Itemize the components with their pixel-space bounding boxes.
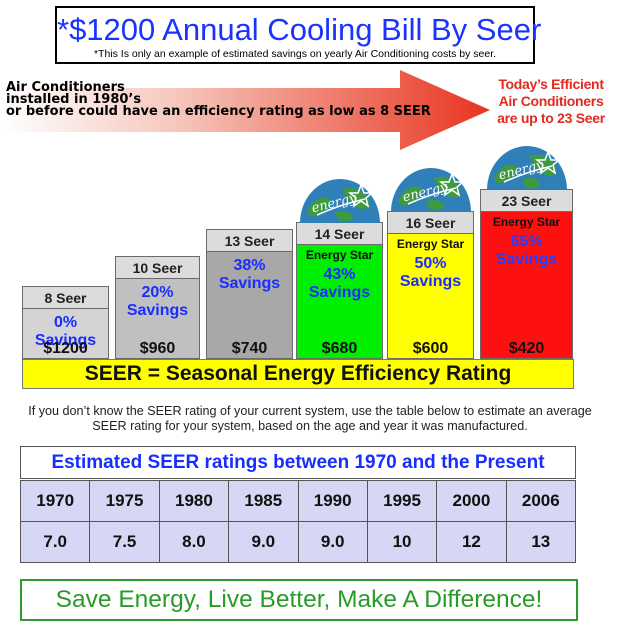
seer-rating-cell: 12 xyxy=(436,521,507,563)
modern-ac-note-line: are up to 23 Seer xyxy=(497,110,605,126)
savings-percent-label: 43% xyxy=(323,266,356,283)
year-cell: 1985 xyxy=(228,480,299,522)
savings-percent-label: 65% xyxy=(510,233,543,250)
year-cell: 2006 xyxy=(505,480,577,522)
modern-ac-note-line: Air Conditioners xyxy=(498,93,604,109)
efficiency-arrow xyxy=(0,70,490,150)
old-ac-note-line: Air Conditioners xyxy=(6,80,125,95)
savings-percent-label: 50% xyxy=(414,255,447,272)
bar-label: 16 Seer xyxy=(387,211,474,233)
seer-rating-cell: 7.0 xyxy=(19,521,91,563)
year-cell: 2000 xyxy=(436,480,507,522)
seer-rating-cell: 13 xyxy=(505,521,577,563)
year-cell: 1990 xyxy=(297,480,368,522)
old-ac-note-line: or before could have an efficiency ratin… xyxy=(6,104,431,119)
savings-word-label: Savings xyxy=(218,275,281,292)
seer-ratings-table: 1970 1975 1980 1985 1990 1995 2000 2006 7.0 7.5 8… xyxy=(19,480,577,563)
header-box: *$1200 Annual Cooling Bill By Seer *This… xyxy=(55,6,542,64)
savings-percent-label: 0% xyxy=(53,314,78,331)
year-cell: 1995 xyxy=(366,480,438,522)
cost-label: $960 xyxy=(139,340,176,357)
bar-label: 13 Seer xyxy=(206,229,293,251)
page-title: *$1200 Annual Cooling Bill By Seer xyxy=(57,12,542,47)
table-row-years: 1970 1975 1980 1985 1990 1995 2000 2006 xyxy=(19,480,577,522)
cost-label: $740 xyxy=(231,340,268,357)
year-cell: 1970 xyxy=(19,480,91,522)
instructions-text: If you don’t know the SEER rating of you… xyxy=(28,404,592,433)
savings-word-label: Savings xyxy=(126,302,189,319)
energy-star-label: Energy Star xyxy=(396,237,465,251)
seer-definition-banner: SEER = Seasonal Energy Efficiency Rating xyxy=(22,359,574,389)
savings-word-label: Savings xyxy=(34,332,97,349)
seer-rating-cell: 9.0 xyxy=(228,521,299,563)
savings-bar-chart: 8 Seer 0% Savings $1200 10 Seer 20% Savings $96… xyxy=(22,146,573,359)
bar: Energy Star 65% Savings $420 xyxy=(480,211,573,359)
savings-percent-label: 38% xyxy=(233,257,266,274)
energy-star-label: Energy Star xyxy=(305,248,374,262)
energy-star-globe-icon: energy xyxy=(486,146,567,190)
bar-label: 10 Seer xyxy=(115,256,200,278)
footer-slogan: Save Energy, Live Better, Make A Differe… xyxy=(20,579,578,621)
bar: Energy Star 50% Savings $600 xyxy=(387,233,474,359)
energy-star-label: Energy Star xyxy=(492,215,561,229)
year-cell: 1980 xyxy=(158,480,230,522)
energy-star-globe-icon: energy xyxy=(299,179,380,223)
old-ac-note: Air Conditioners installed in 1980’s or … xyxy=(6,80,431,119)
modern-ac-note: Today’s Efficient Air Conditioners are u… xyxy=(487,76,615,127)
modern-ac-note-line: Today’s Efficient xyxy=(498,76,604,92)
bar: 0% Savings $1200 xyxy=(22,308,109,359)
seer-rating-cell: 9.0 xyxy=(297,521,368,563)
savings-word-label: Savings xyxy=(495,251,558,268)
table-row-ratings: 7.0 7.5 8.0 9.0 9.0 10 12 13 xyxy=(19,521,577,563)
bar: 38% Savings $740 xyxy=(206,251,293,359)
savings-percent-label: 20% xyxy=(141,284,174,301)
page-subtitle: *This Is only an example of estimated sa… xyxy=(93,48,497,60)
cost-label: $680 xyxy=(321,340,358,357)
bar-label: 8 Seer xyxy=(22,286,109,308)
energy-star-globe-icon: energy xyxy=(390,168,471,212)
bar-label: 14 Seer xyxy=(296,222,383,244)
year-cell: 1975 xyxy=(89,480,160,522)
bar: Energy Star 43% Savings $680 xyxy=(296,244,383,359)
savings-word-label: Savings xyxy=(308,284,371,301)
seer-rating-cell: 7.5 xyxy=(89,521,160,563)
savings-word-label: Savings xyxy=(399,273,462,290)
cost-label: $1200 xyxy=(43,340,88,357)
old-ac-note-line: installed in 1980’s xyxy=(6,92,142,107)
seer-rating-cell: 10 xyxy=(366,521,438,563)
bar-label: 23 Seer xyxy=(480,189,573,211)
seer-table-title: Estimated SEER ratings between 1970 and … xyxy=(20,446,576,479)
seer-rating-cell: 8.0 xyxy=(158,521,230,563)
cost-label: $420 xyxy=(508,340,545,357)
cost-label: $600 xyxy=(412,340,449,357)
bar: 20% Savings $960 xyxy=(115,278,200,359)
